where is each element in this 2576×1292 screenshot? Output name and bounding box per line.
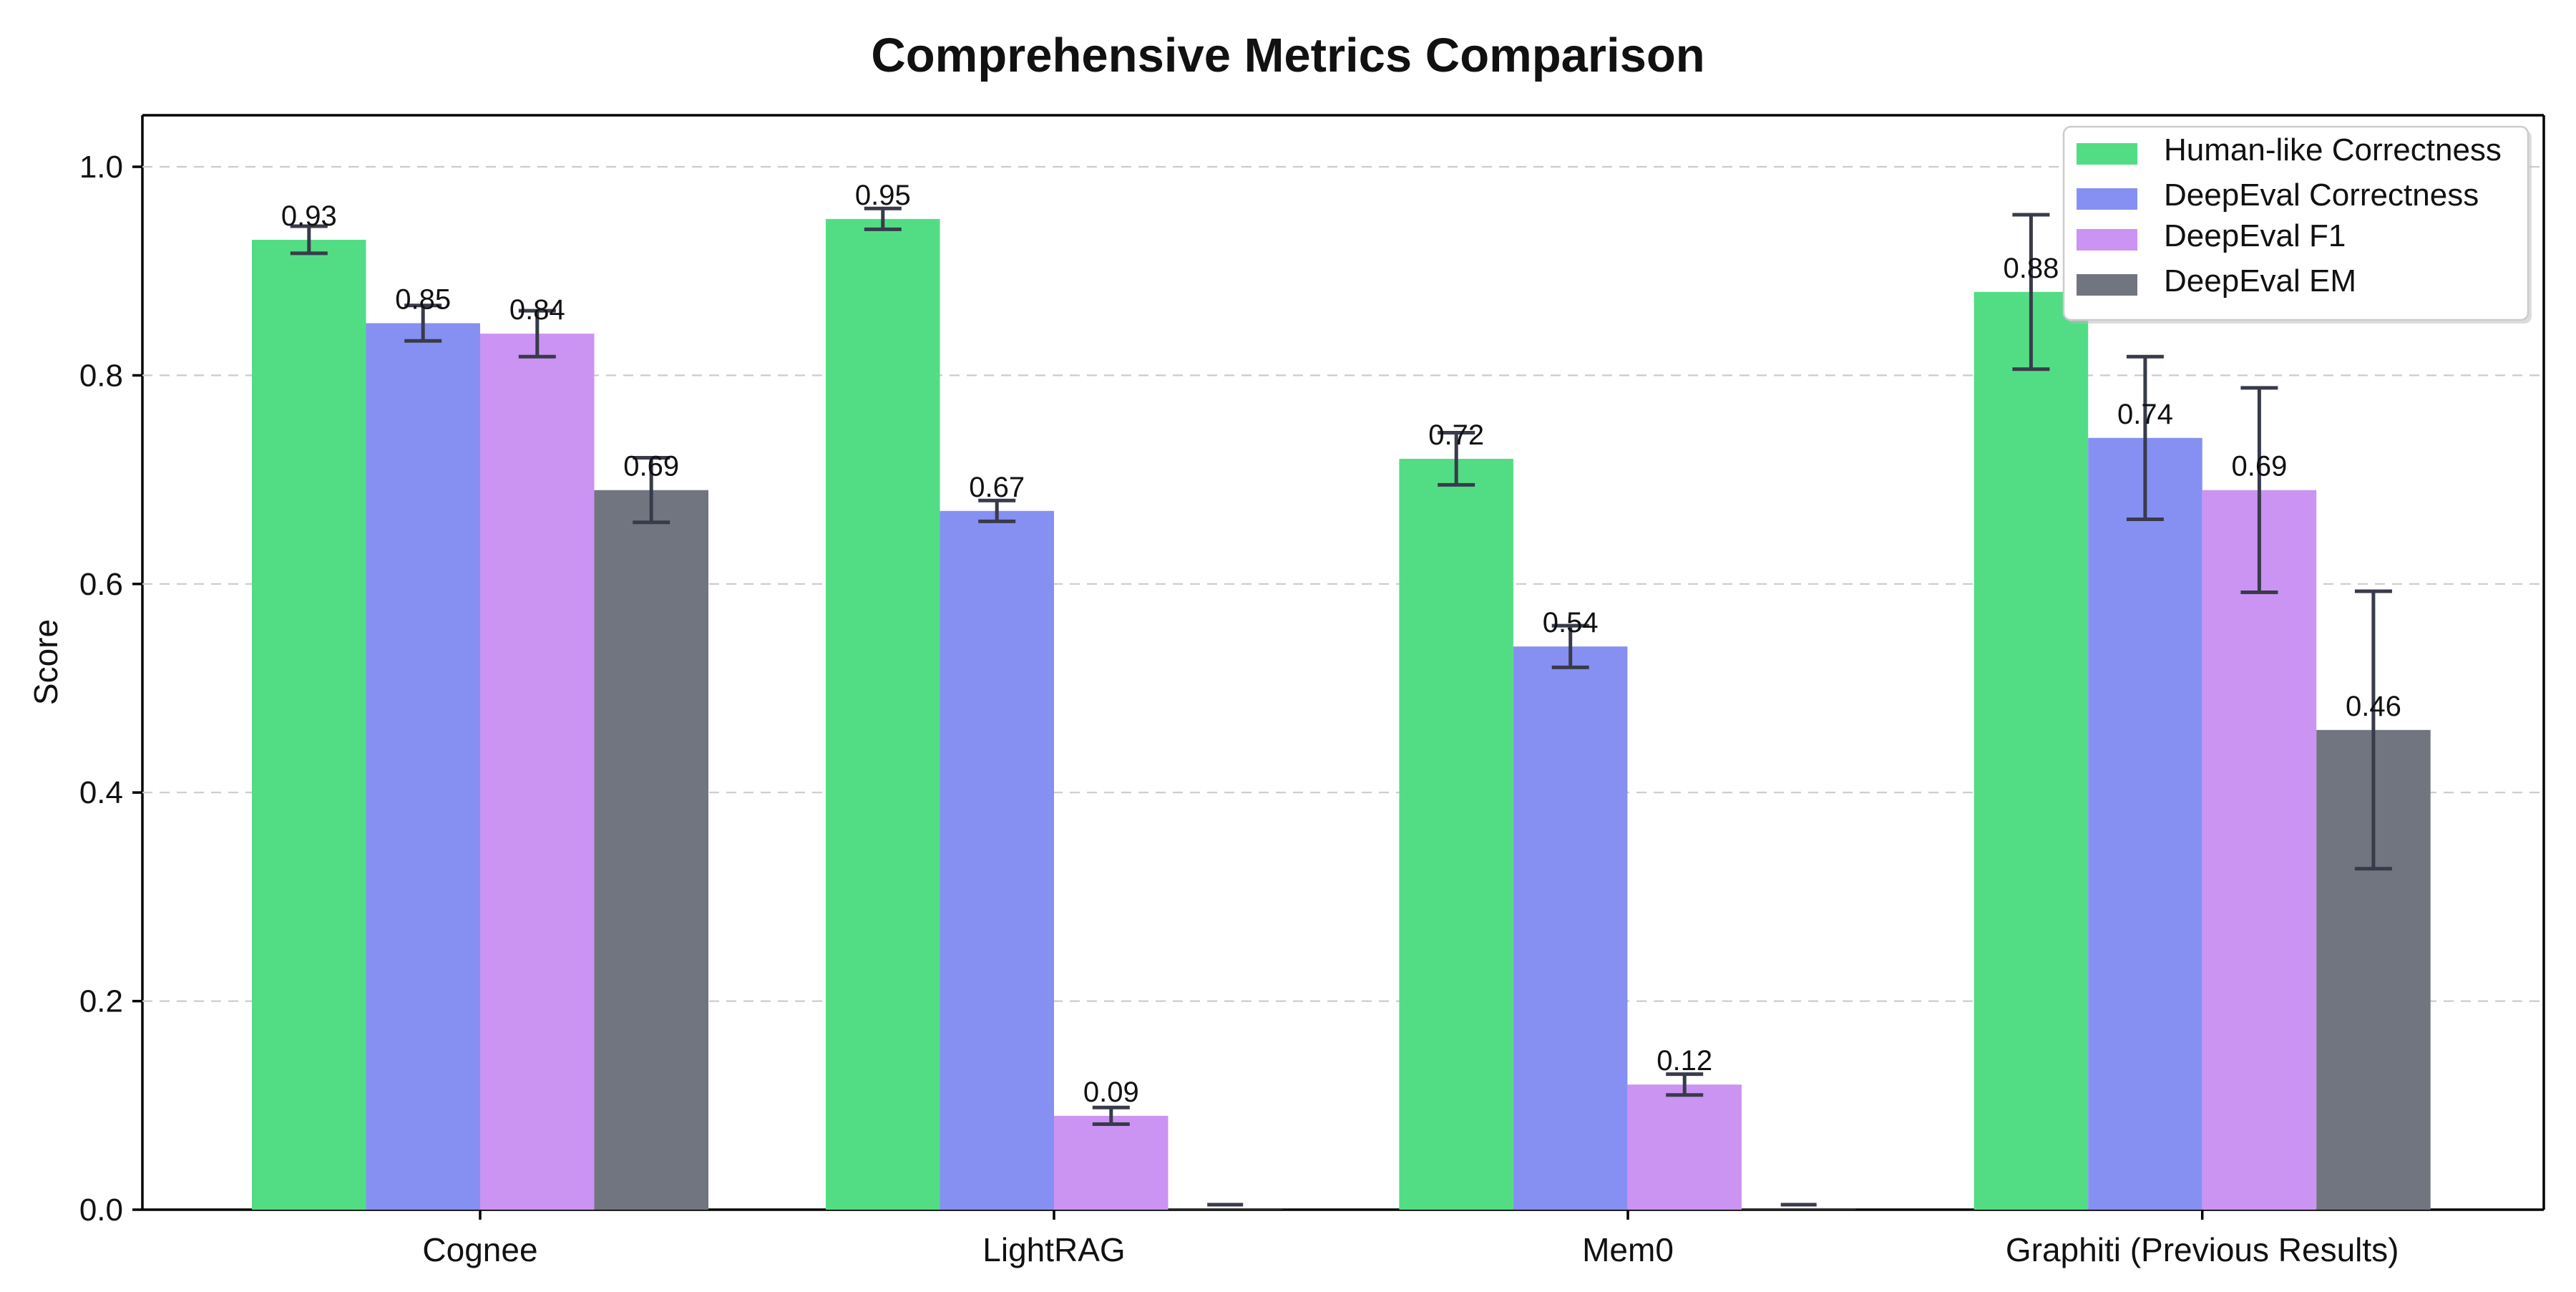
svg-text:0.95: 0.95 (855, 180, 911, 211)
svg-text:0.6: 0.6 (79, 567, 123, 602)
svg-text:0.4: 0.4 (79, 775, 123, 810)
svg-text:0.84: 0.84 (509, 294, 565, 326)
svg-text:0.2: 0.2 (79, 984, 123, 1019)
svg-text:0.74: 0.74 (2117, 399, 2173, 430)
svg-text:Cognee: Cognee (422, 1231, 537, 1268)
svg-text:0.54: 0.54 (1543, 607, 1599, 638)
svg-text:DeepEval F1: DeepEval F1 (2164, 218, 2346, 253)
svg-text:0.0: 0.0 (79, 1193, 123, 1228)
svg-text:Human-like Correctness: Human-like Correctness (2164, 132, 2502, 167)
svg-text:0.09: 0.09 (1083, 1077, 1139, 1108)
svg-text:DeepEval Correctness: DeepEval Correctness (2164, 178, 2479, 213)
svg-text:0.46: 0.46 (2346, 691, 2401, 722)
svg-text:0.69: 0.69 (2231, 451, 2287, 482)
svg-text:Graphiti (Previous Results): Graphiti (Previous Results) (2006, 1231, 2399, 1268)
svg-text:Score: Score (27, 619, 64, 705)
svg-text:0.69: 0.69 (623, 451, 679, 482)
svg-text:0.67: 0.67 (969, 472, 1025, 503)
svg-text:0.85: 0.85 (395, 284, 451, 316)
svg-text:0.12: 0.12 (1657, 1045, 1712, 1077)
svg-text:0.93: 0.93 (281, 200, 337, 232)
svg-text:LightRAG: LightRAG (982, 1231, 1125, 1268)
svg-text:Mem0: Mem0 (1582, 1231, 1674, 1268)
svg-text:DeepEval EM: DeepEval EM (2164, 263, 2356, 298)
svg-text:0.88: 0.88 (2003, 253, 2059, 284)
svg-text:Comprehensive Metrics Comparis: Comprehensive Metrics Comparison (871, 29, 1704, 82)
svg-text:0.72: 0.72 (1428, 419, 1484, 451)
svg-text:0.8: 0.8 (79, 358, 123, 393)
svg-text:1.0: 1.0 (79, 150, 123, 185)
